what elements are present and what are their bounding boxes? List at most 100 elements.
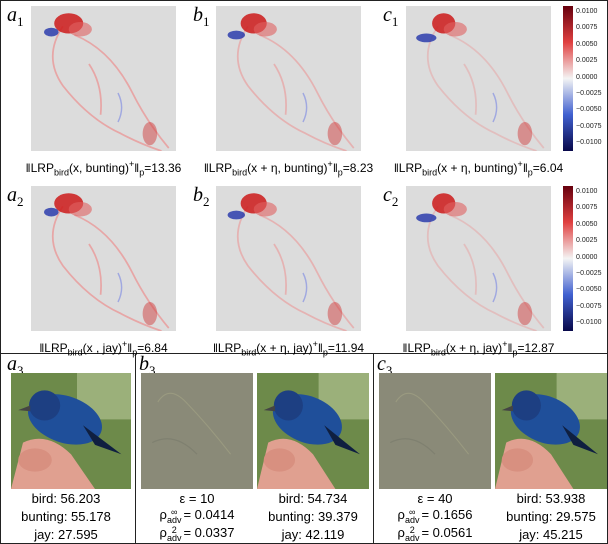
caption-part: ‖ [332, 161, 338, 175]
caption-part: ‖ [522, 161, 528, 175]
rho: ρ ∞ adv = 0.1656 [373, 507, 497, 524]
colorbar-tick: −0.0025 [576, 89, 602, 97]
colorbar [563, 6, 573, 151]
caption-part: + [122, 339, 128, 349]
label-index: 3 [149, 363, 156, 378]
caption-part: =11.94 [327, 341, 365, 355]
label-letter: a [7, 4, 17, 26]
caption-part: bird [53, 167, 69, 178]
colorbar-tick: −0.0100 [576, 139, 602, 146]
score: bunting: 29.575 [506, 509, 596, 524]
caption-part: ‖ [127, 341, 133, 355]
label-index: 1 [203, 14, 210, 29]
colorbar-tick: −0.0075 [576, 302, 602, 310]
heatmap [31, 6, 176, 151]
label-index: 2 [391, 194, 399, 209]
heatmap [406, 6, 551, 151]
rho-indices: ∞ adv [166, 506, 182, 525]
label-index: 2 [17, 194, 24, 209]
caption-part: + [327, 159, 333, 169]
panel-label: a3 [7, 353, 24, 379]
caption-part: =12.87 [517, 341, 555, 355]
panel-label: b2 [193, 184, 210, 210]
label-letter: a [7, 353, 17, 375]
caption-part: p [322, 347, 328, 358]
label-index: 1 [17, 14, 24, 29]
label-index: 3 [385, 363, 393, 378]
rho-indices: 2 adv [404, 524, 420, 543]
caption-part: =8.23 [342, 161, 374, 175]
heatmap [406, 186, 551, 331]
colorbar-tick: 0.0100 [576, 8, 598, 15]
score: jay: 27.595 [34, 527, 98, 542]
colorbar-tick: −0.0100 [576, 319, 602, 326]
label-letter: b [139, 353, 149, 375]
colorbar-tick: −0.0025 [576, 269, 602, 277]
perturbation-image [379, 373, 491, 489]
label-letter: c [383, 184, 392, 206]
label-letter: c [377, 353, 386, 375]
colorbar-tick: 0.0100 [576, 188, 598, 195]
caption-part: =6.04 [532, 161, 564, 175]
caption-part: (x + η, bunting) [437, 161, 518, 175]
caption-part: p [337, 167, 343, 178]
colorbar-tick: 0.0050 [576, 40, 598, 48]
caption: ‖LRPbird(x + η, bunting)+‖p=6.04 [376, 159, 581, 177]
caption-part: =6.84 [137, 341, 168, 355]
colorbar-tick: −0.0050 [576, 286, 602, 294]
caption-part: (x, bunting) [69, 161, 130, 175]
colorbar-tick: 0.0000 [576, 253, 598, 261]
caption: ‖LRPbird(x + η, bunting)+‖p=8.23 [186, 159, 391, 177]
bird-image [11, 373, 131, 489]
rho-sub: adv [166, 514, 182, 525]
heatmap [216, 186, 361, 331]
caption-part: =13.36 [144, 161, 182, 175]
rho-value: = 0.0561 [421, 525, 473, 540]
colorbar-tick: 0.0025 [576, 237, 598, 245]
rho-sup: ∞ [171, 506, 178, 517]
label-letter: b [193, 4, 203, 26]
caption-part: bird [67, 347, 83, 358]
caption-part: p [512, 347, 518, 358]
rho-sub: adv [404, 532, 420, 543]
caption-part: p [527, 167, 533, 178]
caption-part: (x + η, jay) [445, 341, 503, 355]
caption-part: ‖LRP [203, 161, 233, 175]
label-letter: a [7, 184, 17, 206]
panel-label: c2 [383, 184, 398, 210]
caption-part: bird [422, 167, 438, 178]
caption-part: ‖ [317, 341, 323, 355]
rho-symbol: ρ [159, 525, 167, 540]
caption-part: ‖ [134, 161, 140, 175]
caption-part: ‖LRP [402, 341, 431, 355]
panel-label: a2 [7, 184, 24, 210]
caption-part: bird [430, 347, 446, 358]
rho-sub: adv [404, 514, 420, 525]
rho-sup: 2 [171, 524, 177, 535]
caption: ‖LRPbird(x + η, jay)+‖p=12.87 [376, 339, 581, 357]
caption-part: + [517, 159, 523, 169]
score: jay: 42.119 [281, 527, 345, 542]
score: jay: 45.215 [519, 527, 583, 542]
caption-part: (x , jay) [82, 341, 123, 355]
panel-label: c1 [383, 4, 398, 30]
caption: ‖LRPbird(x + η, jay)+‖p=11.94 [186, 339, 391, 357]
rho-symbol: ρ [159, 507, 167, 522]
epsilon: ε = 40 [417, 491, 453, 506]
colorbar-tick: 0.0000 [576, 73, 598, 81]
caption-part: ‖LRP [39, 341, 68, 355]
score: bird: 53.938 [516, 491, 586, 506]
label-index: 1 [391, 14, 399, 29]
rho: ρ 2 adv = 0.0337 [135, 525, 259, 542]
divider [373, 353, 374, 543]
caption-part: + [312, 339, 318, 349]
panel-label: b1 [193, 4, 210, 30]
panel-label: c3 [377, 353, 392, 379]
score: bird: 54.734 [278, 491, 348, 506]
heatmap [216, 6, 361, 151]
rho-sub: adv [166, 532, 182, 543]
rho-symbol: ρ [397, 525, 405, 540]
label-index: 3 [17, 363, 24, 378]
rho-sup: 2 [409, 524, 415, 535]
